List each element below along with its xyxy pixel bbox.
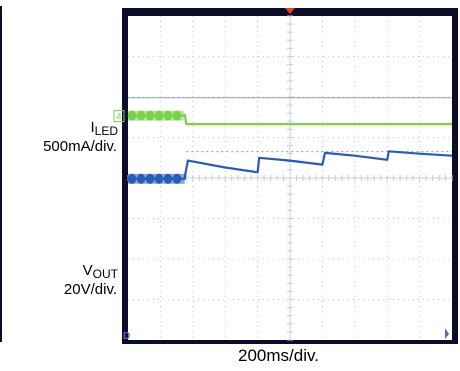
vout-trace-sample [172,173,182,184]
frame-bottom [122,340,458,344]
iled-trace-sample [136,110,146,121]
iled-trace-sample [145,110,155,121]
vout-label-main: V [82,262,93,279]
iled-trace-sample [127,110,137,121]
traces [127,97,453,184]
iled-label: ILED [58,120,118,139]
frame-left [122,8,128,344]
iled-label-main: I [90,119,95,136]
iled-trace [128,113,452,126]
iled-trace-sample [172,110,182,121]
ref-marker-text: D [123,331,130,342]
vout-trace [128,150,453,180]
markers: 4D [113,8,449,342]
frame-right [452,8,458,344]
x-scale-label: 200ms/div. [238,346,319,365]
iled-trace-sample [154,110,164,121]
vout-trace-sample [154,173,164,184]
vout-scale-label: 20V/div. [63,281,117,298]
vout-trace-sample [136,173,146,184]
iled-label-sub: LED [94,124,118,138]
iled-scale-label: 500mA/div. [43,138,117,155]
vout-trace-sample [127,173,137,184]
ch4-marker-text: 4 [116,112,121,122]
vout-trace-sample [145,173,155,184]
left-frame-strip [0,6,2,342]
trigger-marker [285,8,295,14]
ch4-marker-box [113,110,125,123]
vout-trace-sample [163,173,173,184]
right-edge-marker [445,328,449,339]
vout-label: VOUT [48,263,118,282]
vout-label-sub: OUT [92,267,118,281]
iled-trace-sample [163,110,173,121]
